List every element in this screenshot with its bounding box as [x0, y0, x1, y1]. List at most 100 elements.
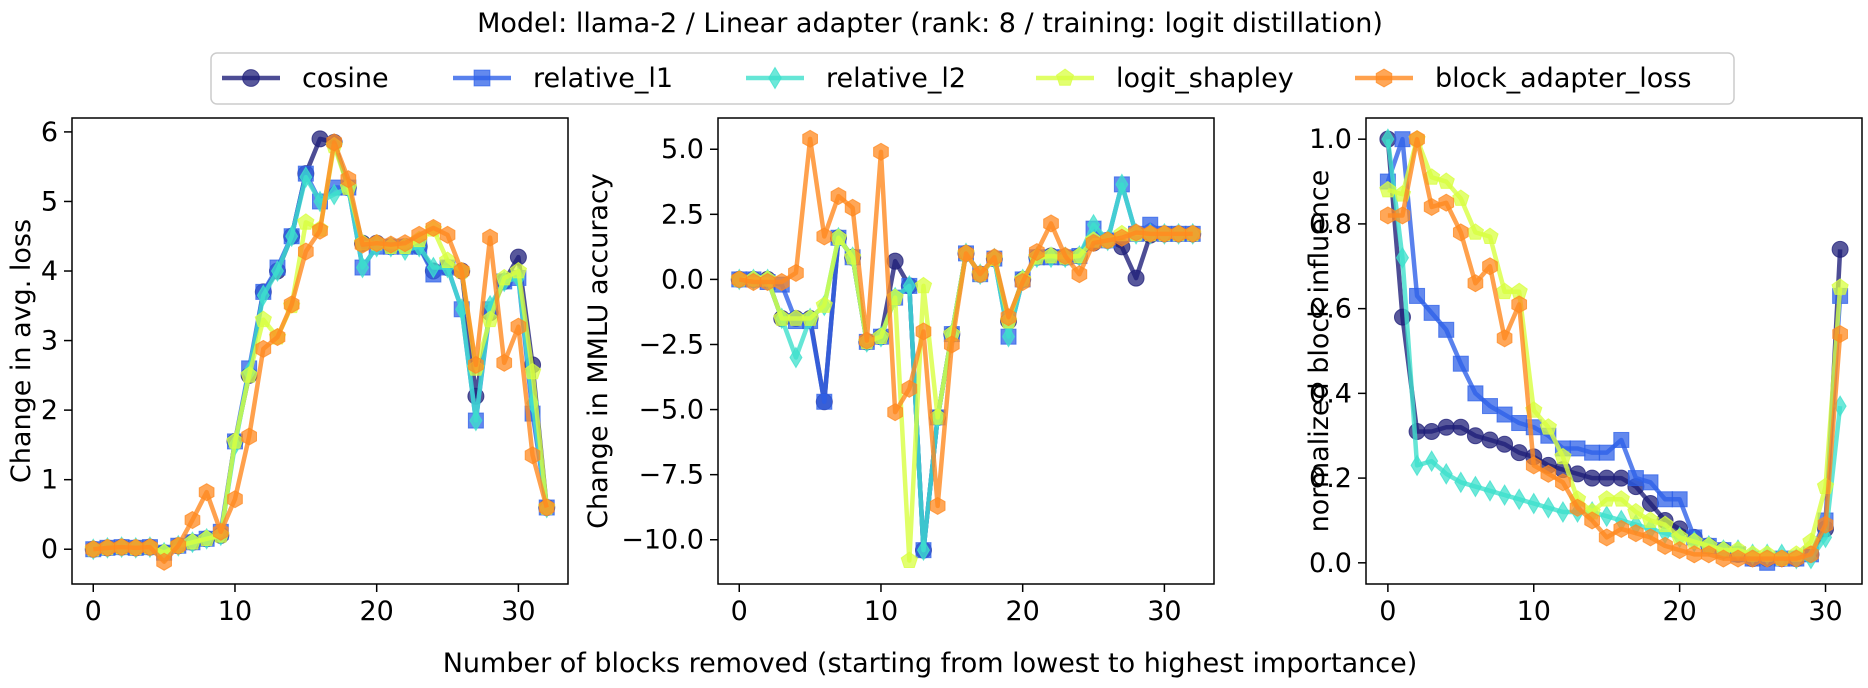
- point-block_adapter_loss-24: [1071, 265, 1088, 284]
- point-block_adapter_loss-7: [1482, 257, 1498, 276]
- point-cosine-15: [1598, 469, 1616, 487]
- x-tick-label: 20: [360, 596, 394, 627]
- point-cosine-5: [1452, 418, 1470, 436]
- point-block_adapter_loss-20: [1671, 541, 1688, 560]
- y-axis-label: Change in MMLU accuracy: [583, 173, 614, 529]
- x-tick-label: 20: [1662, 596, 1696, 627]
- point-block_adapter_loss-24: [425, 218, 442, 237]
- point-relative_l1-4: [1438, 321, 1455, 338]
- point-block_adapter_loss-0: [1380, 206, 1396, 225]
- y-axis-label: normalized block influence: [1304, 170, 1335, 533]
- point-logit_shapley-15: [297, 213, 315, 230]
- point-logit_shapley-12: [1554, 447, 1572, 465]
- x-tick-label: 30: [1147, 596, 1181, 627]
- y-tick-label: 5.0: [661, 134, 704, 165]
- legend-marker-logit_shapley: [1055, 68, 1075, 86]
- plot-frame: [71, 117, 569, 585]
- series-block_adapter_loss: [1380, 130, 1848, 568]
- point-block_adapter_loss-25: [439, 225, 456, 244]
- point-block_adapter_loss-23: [411, 225, 428, 244]
- point-block_adapter_loss-20: [1014, 272, 1031, 292]
- y-tick-label: 0.4: [1309, 378, 1352, 409]
- point-block_adapter_loss-27: [1114, 228, 1130, 247]
- point-relative_l2-14: [285, 225, 299, 248]
- point-logit_shapley-29: [495, 268, 513, 286]
- point-logit_shapley-19: [1656, 515, 1674, 533]
- point-block_adapter_loss-17: [972, 265, 989, 284]
- y-axis-label: Change in avg. loss: [6, 219, 37, 483]
- point-cosine-16: [1612, 469, 1630, 487]
- legend-frame: [210, 52, 1735, 105]
- point-relative_l2-24: [426, 256, 440, 279]
- point-relative_l2-15: [1600, 505, 1614, 528]
- figure-title: Model: llama-2 / Linear adapter (rank: 8…: [477, 8, 1383, 39]
- panel-2: 0 10 20 30 5.0 2.5 0.0 −2.5 −5.0 −7.5 −10.0Change …: [583, 117, 1215, 627]
- series-line-cosine: [739, 231, 1193, 553]
- point-relative_l1-17: [1627, 470, 1644, 487]
- y-tick-label: 0.8: [1309, 209, 1352, 240]
- point-logit_shapley-0: [1379, 180, 1397, 198]
- point-relative_l2-19: [1001, 325, 1016, 348]
- point-block_adapter_loss-9: [212, 522, 229, 541]
- x-tick-label: 30: [501, 596, 535, 627]
- y-tick-label: 0: [41, 534, 58, 565]
- point-logit_shapley-6: [1466, 223, 1485, 240]
- point-block_adapter_loss-13: [269, 328, 286, 347]
- point-relative_l2-6: [1468, 475, 1482, 498]
- point-logit_shapley-5: [801, 309, 819, 326]
- point-logit_shapley-31: [1831, 278, 1849, 295]
- y-tick-label: 3: [41, 326, 58, 357]
- point-block_adapter_loss-20: [368, 234, 385, 253]
- point-block_adapter_loss-29: [496, 353, 513, 372]
- point-block_adapter_loss-32: [1184, 224, 1201, 243]
- point-cosine-31: [1831, 240, 1849, 258]
- point-relative_l2-12: [902, 274, 916, 297]
- point-block_adapter_loss-1: [1394, 206, 1411, 225]
- panel-1: 0 10 20 30 0 1 2 3 4 5 6 Change in avg. loss: [6, 117, 569, 627]
- point-relative_l1-6: [816, 393, 833, 410]
- series-block_adapter_loss: [85, 133, 555, 571]
- point-cosine-14: [1583, 469, 1601, 487]
- point-relative_l1-14: [1584, 444, 1601, 461]
- point-block_adapter_loss-14: [929, 496, 946, 515]
- point-relative_l2-3: [1425, 450, 1439, 473]
- y-tick-label: 1: [41, 465, 58, 496]
- point-logit_shapley-12: [900, 551, 918, 568]
- point-block_adapter_loss-31: [1832, 324, 1848, 344]
- point-logit_shapley-4: [1437, 172, 1455, 189]
- legend-label-logit_shapley: logit_shapley: [1116, 63, 1294, 94]
- y-tick-label: 0.6: [1309, 294, 1352, 325]
- y-tick-label: −5.0: [638, 395, 704, 426]
- y-tick-label: 0.2: [1309, 463, 1352, 494]
- point-block_adapter_loss-12: [901, 379, 918, 398]
- x-tick-label: 30: [1808, 596, 1842, 627]
- point-relative_l1-6: [1467, 385, 1484, 402]
- point-logit_shapley-8: [1495, 282, 1514, 300]
- x-tick-label: 20: [1006, 596, 1040, 627]
- x-tick-label: 0: [85, 596, 102, 627]
- point-relative_l2-12: [1556, 501, 1570, 523]
- point-block_adapter_loss-27: [468, 355, 484, 374]
- point-block_adapter_loss-5: [156, 552, 172, 571]
- y-tick-label: 0.0: [1309, 548, 1352, 579]
- point-relative_l1-7: [1482, 398, 1498, 415]
- legend-label-block_adapter_loss: block_adapter_loss: [1435, 63, 1691, 94]
- point-block_adapter_loss-11: [1540, 464, 1557, 483]
- legend-marker-relative_l1: [473, 69, 491, 87]
- point-block_adapter_loss-0: [731, 270, 748, 289]
- series-line-logit_shapley: [739, 231, 1193, 563]
- point-logit_shapley-13: [914, 276, 933, 294]
- point-relative_l2-17: [327, 183, 341, 206]
- point-logit_shapley-12: [254, 310, 272, 328]
- point-relative_l1-3: [1423, 304, 1440, 321]
- point-block_adapter_loss-18: [340, 170, 357, 189]
- y-tick-label: 5: [41, 186, 58, 217]
- point-relative_l1-13: [1569, 440, 1586, 457]
- point-block_adapter_loss-30: [1817, 515, 1834, 534]
- point-block_adapter_loss-32: [538, 498, 555, 517]
- figure-xlabel: Number of blocks removed (starting from …: [443, 648, 1418, 679]
- point-cosine-8: [1496, 435, 1514, 453]
- point-cosine-28: [1127, 269, 1145, 287]
- point-block_adapter_loss-15: [1598, 528, 1615, 547]
